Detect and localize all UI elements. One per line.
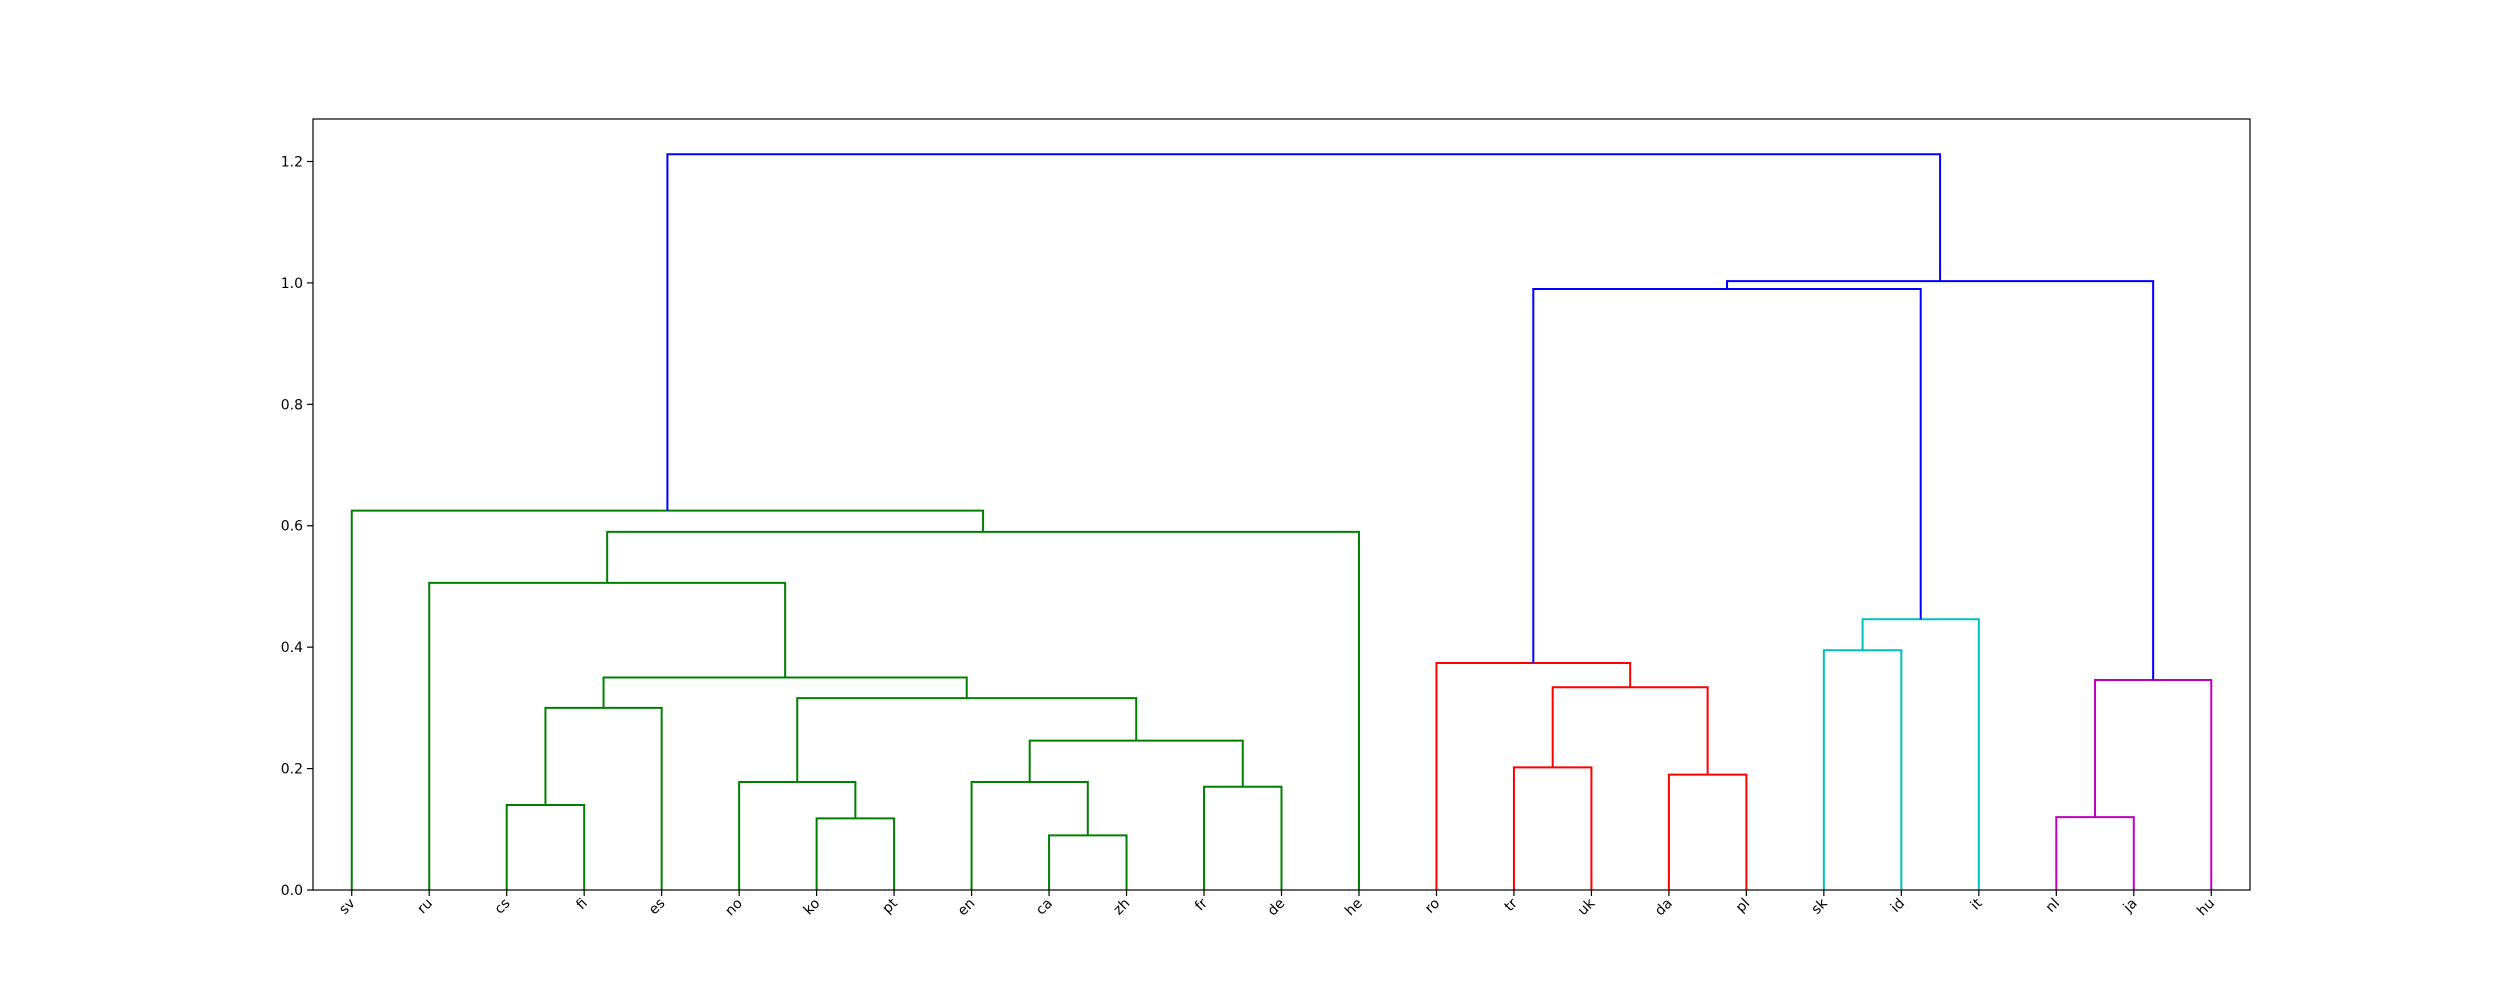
dendrogram-link-13 — [2094, 678, 2213, 890]
y-tick-label: 0.6 — [281, 519, 303, 535]
leaf-label-no: no — [722, 896, 746, 920]
dendrogram-link-18 — [428, 581, 787, 890]
dendrogram-link-3 — [505, 804, 586, 890]
dendrogram-link-12 — [1551, 686, 1709, 775]
y-tick-label: 1.2 — [281, 154, 303, 170]
dendrogram-link-2 — [2055, 816, 2135, 890]
dendrogram-link-15 — [1435, 661, 1632, 890]
leaf-label-uk: uk — [1575, 895, 1599, 919]
dendrogram-link-4 — [1203, 785, 1283, 890]
leaf-label-ru: ru — [414, 896, 436, 918]
dendrogram-link-10 — [544, 706, 663, 890]
dendrogram-link-21 — [1532, 287, 1922, 663]
leaf-label-ja: ja — [2120, 896, 2141, 917]
leaf-label-pt: pt — [879, 895, 901, 917]
leaf-label-hu: hu — [2194, 896, 2218, 920]
dendrogram-link-16 — [1822, 649, 1903, 890]
leaf-label-da: da — [1652, 896, 1676, 920]
dendrogram-link-11 — [796, 697, 1138, 782]
dendrogram-link-7 — [1667, 773, 1748, 890]
y-tick-label: 0.0 — [281, 883, 303, 899]
leaf-label-zh: zh — [1111, 896, 1134, 919]
y-tick-label: 1.0 — [281, 276, 303, 292]
leaf-label-it: it — [1968, 895, 1986, 913]
y-tick-label: 0.4 — [281, 640, 303, 656]
x-axis: sv ru cs fi es no ko pt en ca zh fr de he ro tr uk da pl sk… — [336, 890, 2218, 919]
dendrogram-link-5 — [738, 780, 857, 890]
dendrogram-link-0 — [1048, 834, 1128, 890]
dendrogram-link-23 — [666, 153, 1942, 511]
leaf-label-pl: pl — [1733, 896, 1753, 916]
leaf-label-nl: nl — [2043, 896, 2063, 916]
leaf-label-de: de — [1265, 896, 1289, 920]
leaf-label-fi: fi — [573, 896, 591, 914]
y-tick-label: 0.8 — [281, 397, 303, 413]
dendrogram-link-6 — [970, 780, 1089, 890]
dendrogram-link-19 — [606, 530, 1360, 890]
leaf-label-id: id — [1888, 896, 1908, 916]
dendrogram-link-17 — [1861, 618, 1980, 890]
y-axis: 0.0 0.2 0.4 0.6 0.8 1.0 1.2 — [281, 154, 313, 899]
dendrogram-link-14 — [602, 676, 968, 708]
leaf-label-es: es — [646, 896, 669, 919]
plot-frame — [312, 118, 2251, 891]
leaf-label-fr: fr — [1192, 895, 1211, 914]
y-tick-label: 0.2 — [281, 762, 303, 778]
dendrogram-link-9 — [1028, 739, 1244, 787]
dendrogram-link-8 — [1512, 766, 1593, 890]
dendrogram-links — [350, 153, 2213, 890]
dendrogram-link-20 — [350, 509, 985, 890]
leaf-label-tr: tr — [1501, 895, 1520, 914]
leaf-label-cs: cs — [492, 896, 514, 918]
dendrogram-link-1 — [815, 817, 896, 890]
leaf-label-sk: sk — [1808, 895, 1831, 918]
leaf-label-he: he — [1342, 896, 1366, 920]
leaf-label-sv: sv — [336, 896, 358, 918]
leaf-label-ko: ko — [801, 896, 824, 919]
leaf-label-en: en — [955, 896, 979, 920]
leaf-label-ro: ro — [1422, 896, 1443, 917]
leaf-label-ca: ca — [1033, 896, 1056, 919]
